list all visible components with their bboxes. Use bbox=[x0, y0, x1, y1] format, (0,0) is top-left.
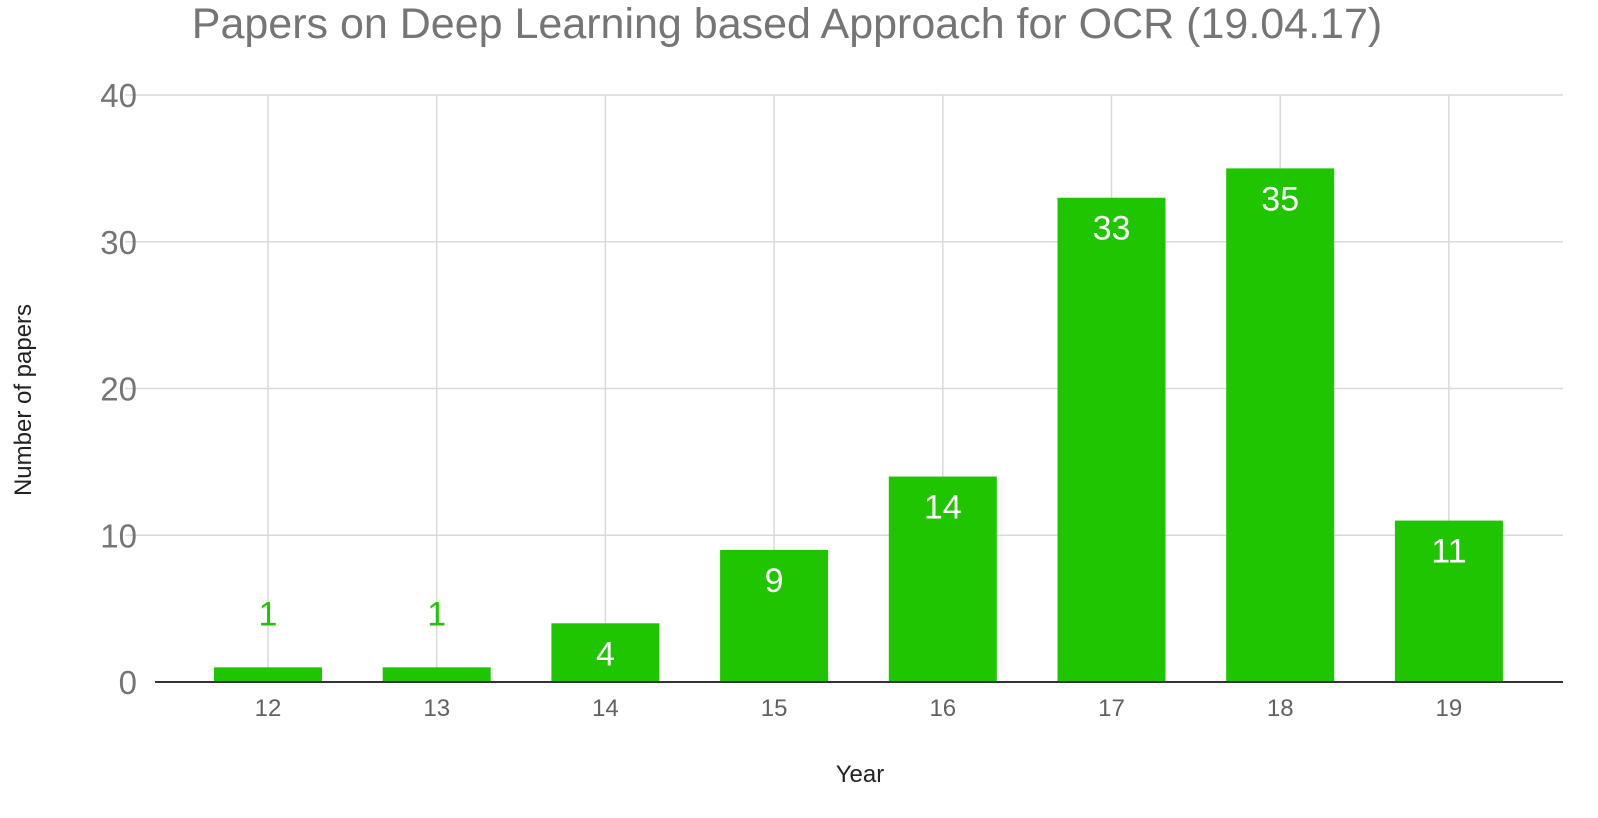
bar-19 bbox=[1394, 520, 1503, 682]
bar-14 bbox=[551, 623, 660, 682]
data-label-14: 4 bbox=[596, 635, 615, 673]
x-tick-label: 17 bbox=[1098, 695, 1125, 722]
bar-15 bbox=[720, 549, 829, 682]
data-label-12: 1 bbox=[259, 595, 278, 633]
bar-17 bbox=[1057, 197, 1166, 682]
y-tick-label: 40 bbox=[100, 77, 137, 114]
y-axis-label: Number of papers bbox=[10, 304, 37, 496]
x-tick-label: 13 bbox=[423, 695, 450, 722]
y-tick-label: 0 bbox=[119, 664, 137, 701]
y-tick-label: 10 bbox=[100, 517, 137, 554]
data-label-15: 9 bbox=[765, 562, 784, 600]
x-tick-label: 14 bbox=[592, 695, 619, 722]
y-axis-ticks: 0 10 20 30 40 bbox=[100, 77, 137, 701]
data-label-18: 35 bbox=[1261, 180, 1299, 218]
bar-18 bbox=[1226, 168, 1335, 682]
data-label-19: 11 bbox=[1431, 533, 1466, 571]
data-label-17: 33 bbox=[1093, 210, 1131, 248]
grid-lines bbox=[125, 94, 1563, 682]
x-tick-label: 15 bbox=[761, 695, 788, 722]
chart-title: Papers on Deep Learning based Approach f… bbox=[192, 0, 1382, 48]
bar-16 bbox=[888, 476, 997, 682]
x-tick-label: 16 bbox=[929, 695, 956, 722]
x-axis-ticks: 12 13 14 15 16 17 18 19 bbox=[255, 695, 1463, 722]
y-tick-label: 20 bbox=[100, 371, 137, 408]
bar-13 bbox=[382, 667, 491, 682]
x-tick-label: 19 bbox=[1436, 695, 1463, 722]
x-tick-label: 18 bbox=[1267, 695, 1294, 722]
data-label-13: 1 bbox=[427, 595, 446, 633]
bar-12 bbox=[214, 667, 322, 682]
x-axis-label: Year bbox=[836, 761, 885, 788]
data-label-16: 14 bbox=[924, 489, 962, 527]
y-tick-label: 30 bbox=[100, 224, 137, 261]
x-tick-label: 12 bbox=[255, 695, 282, 722]
